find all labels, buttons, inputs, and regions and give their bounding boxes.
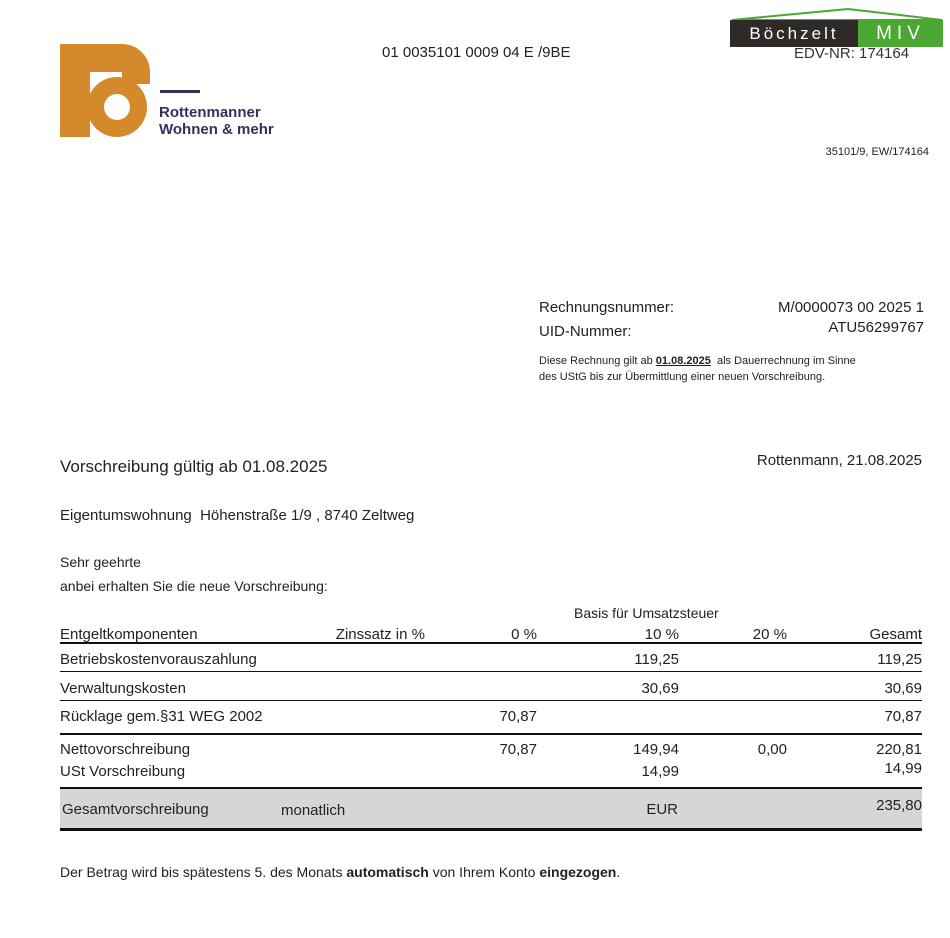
divider (60, 828, 922, 831)
page-title: Vorschreibung gültig ab 01.08.2025 (60, 457, 328, 476)
company-logo-icon (60, 44, 150, 137)
barcode-text: 01 0035101 0009 04 E /9BE (382, 44, 571, 61)
table-cell: 70,87 (499, 708, 537, 725)
table-cell: 0 % (511, 626, 537, 643)
total-period: monatlich (281, 802, 346, 819)
partner-logo-left: Böchzelt (730, 20, 858, 47)
total-value: 235,80 (876, 797, 922, 814)
logo-text: Rottenmanner Wohnen & mehr (159, 104, 274, 138)
total-row (60, 789, 922, 828)
table-cell: 30,69 (641, 680, 679, 697)
divider (60, 733, 922, 735)
table-cell: Verwaltungskosten (60, 680, 186, 697)
intro-text: anbei erhalten Sie die neue Vorschreibun… (60, 578, 328, 594)
table-cell: 149,94 (633, 741, 679, 758)
table-cell: 220,81 (876, 741, 922, 758)
salutation: Sehr geehrte (60, 554, 141, 570)
table-cell: 0,00 (757, 741, 787, 758)
table-cell: 119,25 (877, 651, 922, 668)
uid-value: ATU56299767 (828, 319, 924, 336)
partner-logo-right: MIV (858, 20, 943, 47)
invoice-number-value: M/0000073 00 2025 1 (778, 299, 924, 316)
logo-bar (160, 90, 200, 93)
table-cell: 70,87 (884, 708, 922, 725)
divider (60, 671, 922, 672)
table-cell: Betriebskostenvorauszahlung (60, 651, 257, 668)
table-cell: 20 % (752, 626, 787, 643)
table-cell: Rücklage gem.§31 WEG 2002 (60, 708, 263, 725)
table-cell: 70,87 (499, 741, 537, 758)
table-cell: 14,99 (884, 760, 922, 777)
table-cell: Nettovorschreibung (60, 741, 191, 758)
table-cell: 30,69 (884, 680, 922, 697)
table-cell: USt Vorschreibung (60, 763, 186, 780)
total-currency: EUR (646, 801, 678, 818)
table-cell: Gesamt (869, 626, 922, 643)
divider (60, 787, 922, 789)
uid-label: UID-Nummer: (539, 323, 632, 340)
invoice-number-label: Rechnungsnummer: (539, 299, 675, 316)
table-cell: 14,99 (641, 763, 679, 780)
table-cell: Zinssatz in % (335, 626, 425, 643)
property-address: Eigentumswohnung Höhenstraße 1/9 , 8740 … (60, 507, 415, 524)
invoice-note: Diese Rechnung gilt ab 01.08.2025 als Da… (539, 355, 856, 383)
total-label: Gesamtvorschreibung (62, 801, 209, 818)
edv-number: EDV-NR: 174164 (794, 45, 910, 62)
place-date: Rottenmann, 21.08.2025 (756, 452, 922, 469)
reference-number: 35101/9, EW/174164 (825, 146, 929, 158)
group-header: Basis für Umsatzsteuer (574, 605, 719, 621)
divider (60, 700, 922, 701)
table-cell: Entgeltkomponenten (60, 626, 198, 643)
footer-note: Der Betrag wird bis spätestens 5. des Mo… (60, 864, 621, 880)
table-cell: 10 % (644, 626, 679, 643)
table-cell: 119,25 (634, 651, 679, 668)
divider (60, 642, 922, 644)
